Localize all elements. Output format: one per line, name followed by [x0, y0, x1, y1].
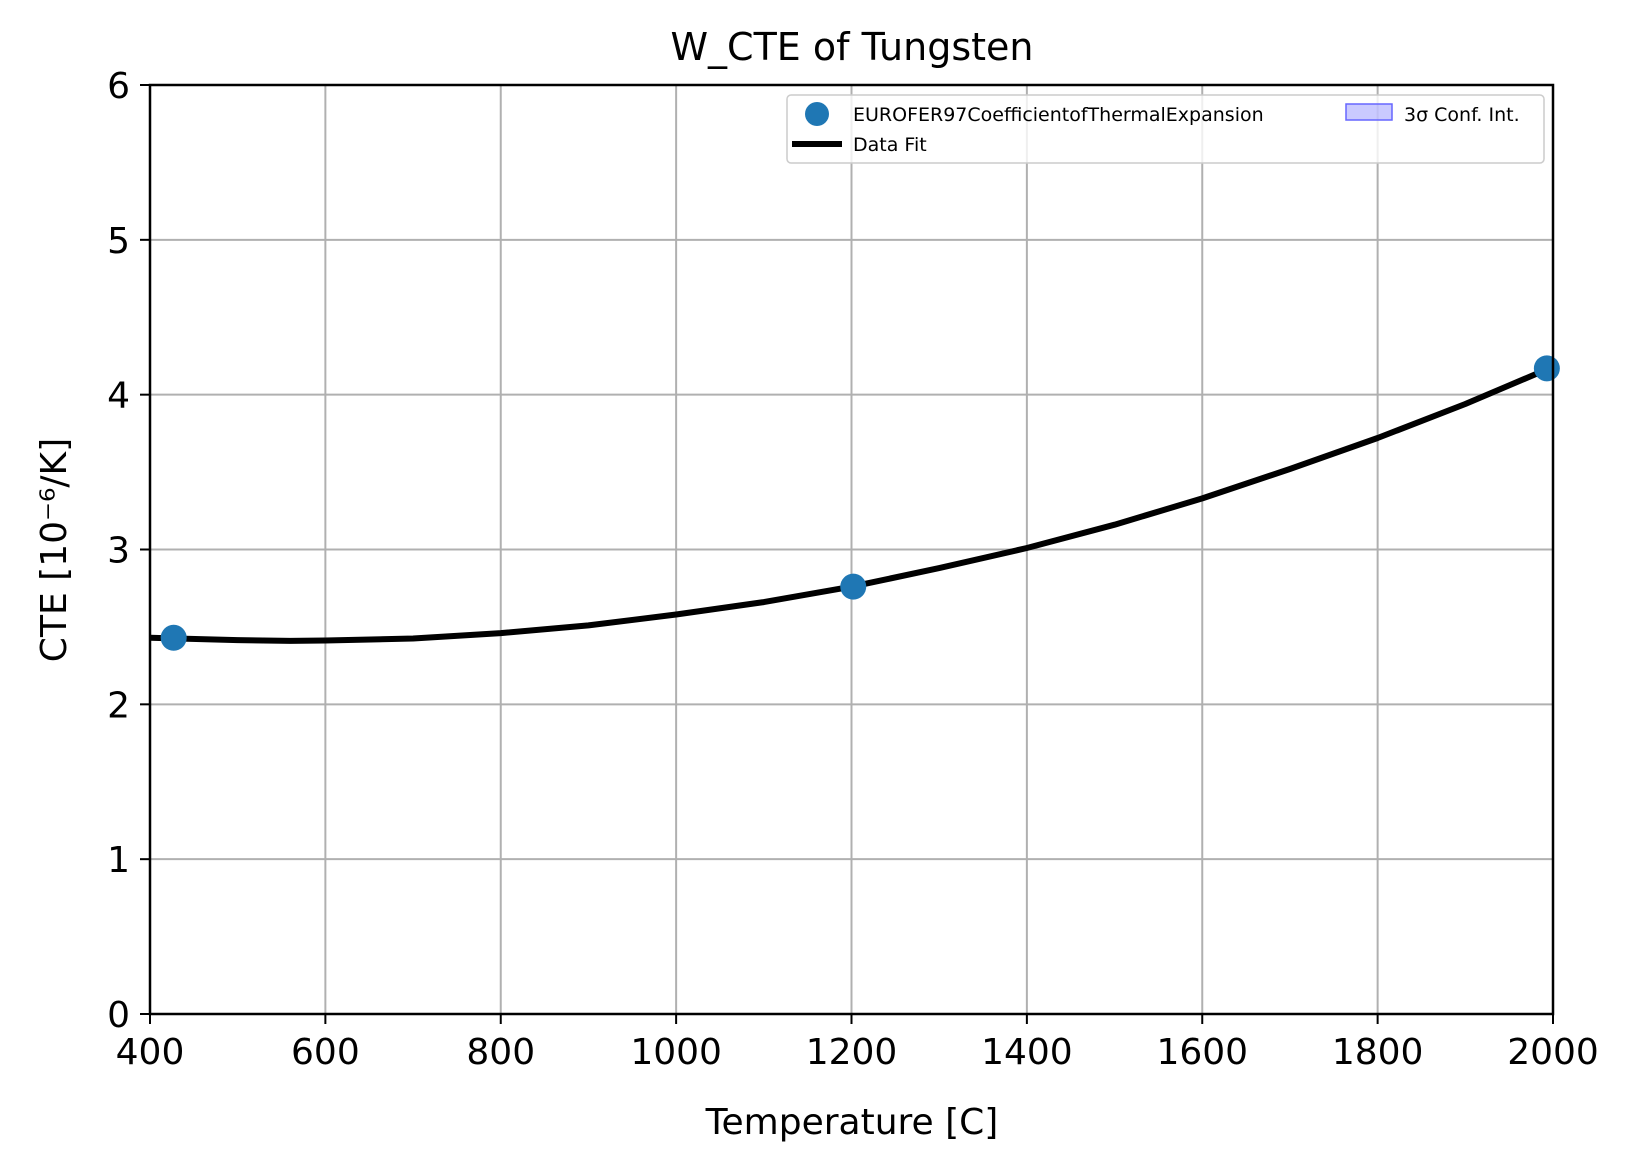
data-point — [160, 624, 187, 651]
x-tick-label: 400 — [116, 1032, 185, 1073]
y-axis-title: CTE [10⁻⁶/K] — [34, 438, 75, 662]
x-tick-label: 1800 — [1332, 1032, 1424, 1073]
x-tick-label: 1400 — [981, 1032, 1073, 1073]
fit-line — [149, 364, 1555, 644]
legend-label-band: 3σ Conf. Int. — [1404, 104, 1520, 126]
y-tick-label: 4 — [107, 376, 130, 417]
legend: EUROFER97CoefficientofThermalExpansion D… — [786, 94, 1545, 164]
y-tick-label: 0 — [107, 995, 130, 1036]
data-point — [840, 573, 867, 600]
fit-line-group — [149, 364, 1555, 644]
y-tick-label: 2 — [107, 685, 130, 726]
y-tick-label: 5 — [107, 221, 130, 262]
x-tick-label: 1600 — [1156, 1032, 1248, 1073]
legend-marker-band — [1345, 103, 1393, 121]
x-tick-label: 1000 — [630, 1032, 722, 1073]
x-axis-title: Temperature [C] — [705, 1102, 999, 1143]
legend-label-line: Data Fit — [853, 134, 927, 156]
legend-label-scatter: EUROFER97CoefficientofThermalExpansion — [853, 104, 1264, 126]
x-tick-label: 1200 — [806, 1032, 898, 1073]
y-tick-label: 6 — [107, 66, 130, 107]
x-axis: 400 600 800 1000 1200 1400 1600 1800 2000 — [116, 1014, 1599, 1073]
x-tick-label: 2000 — [1507, 1032, 1599, 1073]
y-tick-label: 3 — [107, 531, 130, 572]
x-tick-label: 800 — [466, 1032, 535, 1073]
chart-title: W_CTE of Tungsten — [670, 25, 1033, 69]
y-tick-label: 1 — [107, 840, 130, 881]
y-axis: 0 1 2 3 4 5 6 — [107, 66, 150, 1036]
legend-marker-scatter — [805, 102, 829, 126]
legend-frame — [786, 94, 1545, 164]
x-tick-label: 600 — [291, 1032, 360, 1073]
data-point — [1533, 355, 1560, 382]
